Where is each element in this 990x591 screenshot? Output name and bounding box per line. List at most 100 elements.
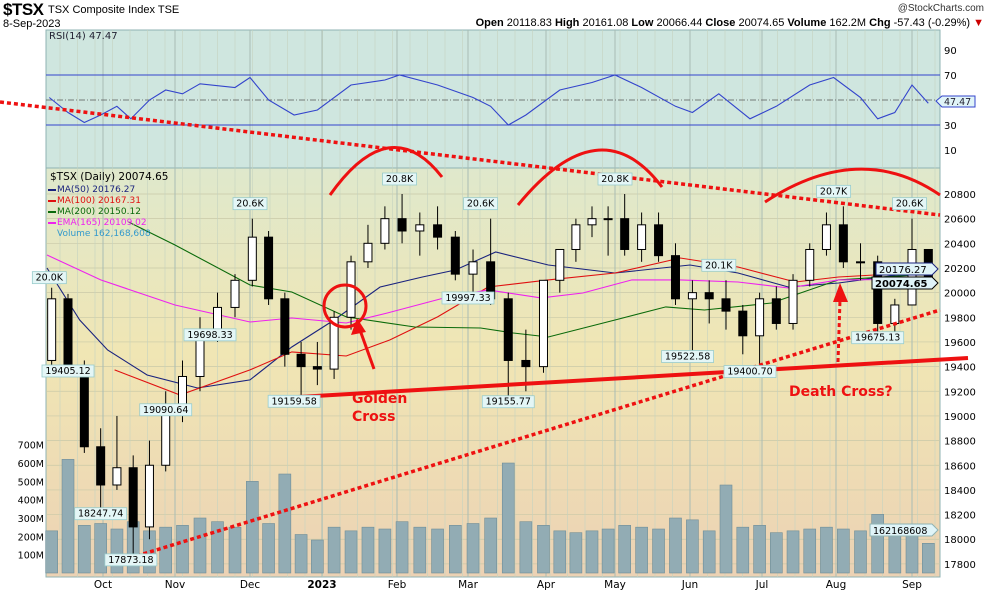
volume-flag: 162168608 (869, 523, 939, 537)
legend-swatch (48, 222, 56, 224)
volume-bar (803, 528, 817, 574)
point-label-box (661, 350, 714, 363)
x-tick-label: Nov (165, 579, 186, 591)
volume-bar (585, 530, 599, 574)
price-tick-label: 18600 (944, 461, 976, 472)
rsi-current: 47.47 (944, 97, 971, 108)
point-label: 19090.64 (143, 405, 188, 416)
volume-bar (770, 532, 783, 574)
rsi-value-flag: 47.47 (935, 95, 976, 108)
candle-body (538, 279, 548, 368)
price-tick-label: 18800 (944, 437, 976, 448)
point-label-box (382, 172, 417, 186)
death-cross-arrow (836, 299, 842, 363)
candle-body (704, 292, 714, 300)
candle-body (637, 224, 647, 250)
high-label: High (554, 17, 580, 29)
volume-bar (635, 526, 648, 574)
top-arc (764, 167, 941, 204)
chart-date: 8-Sep-2023 (3, 18, 61, 30)
volume-bar (569, 532, 583, 574)
volume-bar (449, 525, 462, 574)
x-tick-label: Jun (681, 579, 698, 591)
volume-bar (344, 530, 358, 574)
volume-bar (837, 528, 850, 574)
volume-bar (922, 543, 935, 574)
volume-bar (361, 526, 375, 574)
legend-ma50: MA(50) 20176.27 (57, 185, 135, 195)
point-label-box (74, 507, 128, 521)
price-tick-label: 19800 (944, 313, 976, 324)
high-value: 20161.08 (582, 17, 629, 29)
support-line (297, 356, 969, 399)
legend-swatch (48, 189, 56, 191)
point-label: 20.0K (36, 273, 64, 284)
candle-body (788, 279, 798, 324)
ma-line-ma50 (46, 251, 929, 389)
candle-body (280, 298, 290, 355)
point-label: 20.7K (820, 186, 848, 197)
candle-body (296, 353, 306, 368)
candle-body (450, 236, 460, 275)
volume-bar (736, 526, 750, 574)
candle-body (468, 261, 478, 275)
legend-swatch (48, 200, 56, 202)
volume-bar (431, 528, 444, 574)
volume-bar (228, 526, 242, 574)
rsi-tick-label: 70 (944, 71, 957, 82)
candle-body (178, 375, 187, 406)
volume-bar (537, 525, 550, 574)
point-label-box (441, 291, 495, 305)
point-label: 17873.18 (108, 555, 153, 566)
volume-bar (686, 519, 699, 574)
point-label-box (723, 365, 777, 378)
candle-body (363, 242, 373, 263)
top-arc (328, 146, 444, 196)
legend-swatch (48, 211, 56, 213)
axes: 20800 20600 20400 20200 20000 19800 19600 19400… (18, 46, 976, 591)
volume-bar (327, 526, 341, 574)
volume-bar (466, 523, 480, 574)
candle-body (587, 218, 597, 226)
price-tick-label: 19400 (944, 363, 976, 374)
volume-bar (159, 526, 173, 574)
volume-bar (211, 521, 224, 574)
volume-bar (553, 530, 567, 574)
volume-bar (278, 473, 292, 574)
volume-bar (193, 517, 207, 574)
candle-body (873, 261, 883, 324)
point-label-box (816, 184, 852, 198)
volume-bar (78, 525, 91, 574)
candle-body (738, 310, 748, 337)
price-tick-label: 18400 (944, 486, 976, 497)
volume-bar (110, 528, 124, 574)
volume-bar (378, 528, 392, 574)
volume-tick-label: 300M (18, 514, 44, 525)
point-label-box (851, 331, 905, 345)
point-labels: 20.0K 19405.12 18247.74 17873.18 19090.64 196… (31, 172, 927, 567)
volume-tick-label: 600M (18, 459, 44, 470)
price-tick-label: 20200 (944, 264, 976, 275)
x-tick-label: Sep (902, 579, 922, 591)
candle-body (415, 224, 425, 232)
open-label: Open (475, 17, 504, 29)
ohlc-summary: Open 20118.83 High 20161.08 Low 20066.44… (476, 17, 984, 29)
rsi-tick-label: 90 (944, 46, 957, 57)
legend-volume: Volume 162,168,608 (57, 229, 151, 239)
point-label: 19698.33 (187, 330, 232, 341)
arrow-head-icon (351, 318, 366, 335)
price-tick-label: 19000 (944, 412, 976, 423)
x-tick-label: May (604, 579, 626, 591)
x-tick-label: Feb (388, 579, 407, 591)
rsi-tick-label: 10 (944, 146, 957, 157)
x-tick-label: Mar (458, 579, 478, 591)
candle-body (856, 261, 866, 264)
symbol-name: TSX Composite Index TSE (48, 4, 180, 16)
point-label: 19522.58 (665, 352, 710, 363)
price-tick-label: 18000 (944, 535, 976, 546)
volume-bar (311, 539, 324, 574)
volume-bar (702, 530, 716, 574)
volume-bar (786, 530, 800, 574)
point-label-box (463, 197, 498, 211)
point-label: 20.6K (896, 199, 924, 210)
